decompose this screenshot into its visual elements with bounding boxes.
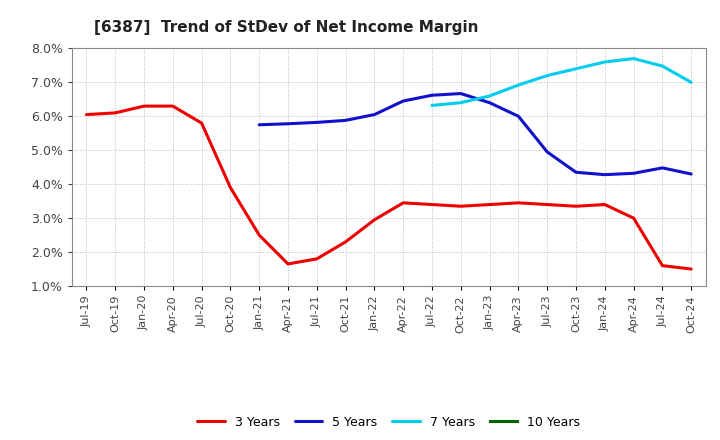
Text: [6387]  Trend of StDev of Net Income Margin: [6387] Trend of StDev of Net Income Marg… [94, 20, 478, 35]
3 Years [312, 256, 321, 261]
5 Years [456, 91, 465, 96]
3 Years [658, 263, 667, 268]
5 Years [485, 100, 494, 105]
5 Years [428, 92, 436, 98]
5 Years [312, 120, 321, 125]
Line: 7 Years: 7 Years [432, 59, 691, 106]
5 Years [600, 172, 609, 177]
5 Years [543, 149, 552, 154]
5 Years [399, 99, 408, 104]
5 Years [629, 171, 638, 176]
5 Years [514, 114, 523, 119]
3 Years [370, 217, 379, 223]
3 Years [600, 202, 609, 207]
5 Years [341, 118, 350, 123]
3 Years [341, 239, 350, 245]
3 Years [399, 200, 408, 205]
3 Years [140, 103, 148, 109]
3 Years [428, 202, 436, 207]
5 Years [370, 112, 379, 117]
3 Years [82, 112, 91, 117]
3 Years [514, 200, 523, 205]
3 Years [629, 216, 638, 221]
3 Years [168, 103, 177, 109]
7 Years [543, 73, 552, 78]
7 Years [687, 80, 696, 85]
Line: 3 Years: 3 Years [86, 106, 691, 269]
7 Years [514, 82, 523, 88]
3 Years [284, 261, 292, 267]
7 Years [658, 63, 667, 69]
5 Years [658, 165, 667, 171]
Legend: 3 Years, 5 Years, 7 Years, 10 Years: 3 Years, 5 Years, 7 Years, 10 Years [197, 416, 580, 429]
7 Years [629, 56, 638, 61]
3 Years [543, 202, 552, 207]
5 Years [687, 171, 696, 176]
7 Years [485, 93, 494, 99]
7 Years [572, 66, 580, 71]
5 Years [284, 121, 292, 126]
3 Years [687, 266, 696, 271]
3 Years [111, 110, 120, 116]
3 Years [485, 202, 494, 207]
3 Years [456, 204, 465, 209]
3 Years [255, 232, 264, 238]
3 Years [572, 204, 580, 209]
7 Years [456, 100, 465, 105]
7 Years [428, 103, 436, 108]
5 Years [572, 170, 580, 175]
3 Years [197, 121, 206, 126]
7 Years [600, 59, 609, 65]
5 Years [255, 122, 264, 128]
Line: 5 Years: 5 Years [259, 94, 691, 175]
3 Years [226, 185, 235, 190]
